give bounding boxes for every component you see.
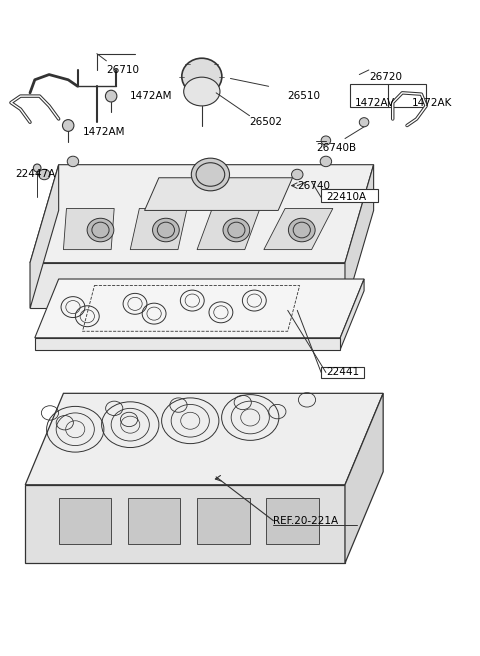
Polygon shape <box>264 209 333 250</box>
Text: 1472AM: 1472AM <box>83 127 125 137</box>
Text: 1472AK: 1472AK <box>412 98 452 108</box>
Ellipse shape <box>321 136 331 145</box>
Ellipse shape <box>192 158 229 191</box>
Bar <box>266 498 319 544</box>
Polygon shape <box>30 262 345 308</box>
Polygon shape <box>25 485 345 563</box>
Polygon shape <box>63 209 114 250</box>
Ellipse shape <box>62 119 74 131</box>
Bar <box>321 367 364 379</box>
Polygon shape <box>35 279 364 338</box>
Polygon shape <box>130 209 187 250</box>
Bar <box>350 85 426 107</box>
Bar <box>128 498 180 544</box>
Text: 26720: 26720 <box>369 72 402 81</box>
Text: REF.20-221A: REF.20-221A <box>274 516 338 525</box>
Ellipse shape <box>153 218 179 242</box>
Text: 26502: 26502 <box>250 117 283 127</box>
Text: 1472AV: 1472AV <box>355 98 395 108</box>
Ellipse shape <box>182 58 222 95</box>
Ellipse shape <box>288 218 315 242</box>
Ellipse shape <box>223 218 250 242</box>
Polygon shape <box>30 165 373 262</box>
Ellipse shape <box>320 156 332 167</box>
Ellipse shape <box>87 218 114 242</box>
Polygon shape <box>30 165 59 308</box>
Polygon shape <box>144 178 292 211</box>
Polygon shape <box>25 394 383 485</box>
Polygon shape <box>345 394 383 563</box>
Text: 22441: 22441 <box>326 367 359 377</box>
Ellipse shape <box>67 156 79 167</box>
Text: 26740B: 26740B <box>316 144 357 154</box>
Polygon shape <box>345 165 373 308</box>
Text: 1472AM: 1472AM <box>130 91 173 101</box>
Ellipse shape <box>38 169 50 180</box>
Bar <box>197 498 250 544</box>
Ellipse shape <box>360 117 369 127</box>
Text: 22447A: 22447A <box>16 169 56 180</box>
Ellipse shape <box>34 164 41 172</box>
Text: 26510: 26510 <box>288 91 321 101</box>
Text: 22410A: 22410A <box>326 192 366 202</box>
Polygon shape <box>340 279 364 350</box>
Text: 26740: 26740 <box>297 180 330 191</box>
Polygon shape <box>35 338 340 350</box>
Ellipse shape <box>291 169 303 180</box>
Bar <box>321 189 378 202</box>
Ellipse shape <box>184 77 220 106</box>
Text: 26710: 26710 <box>107 65 139 75</box>
Ellipse shape <box>106 91 117 102</box>
Bar <box>59 498 111 544</box>
Polygon shape <box>197 209 260 250</box>
